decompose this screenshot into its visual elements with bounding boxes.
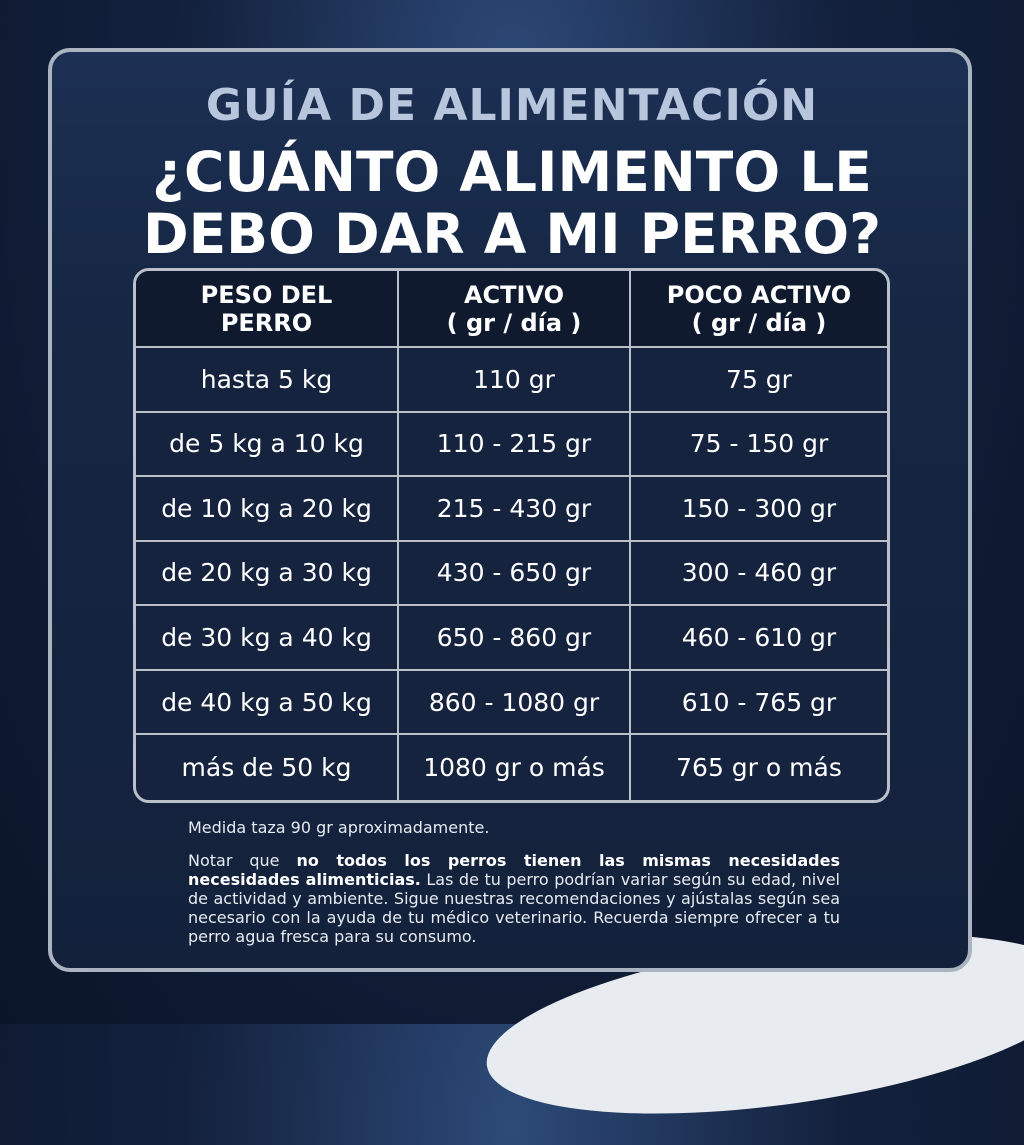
table-cell: de 20 kg a 30 kg — [136, 541, 399, 607]
table-cell: 215 - 430 gr — [399, 477, 631, 542]
header-text: ACTIVO — [463, 280, 565, 309]
header-text: PERRO — [220, 308, 313, 337]
table-row: de 20 kg a 30 kg 430 - 650 gr 300 - 460 gr — [136, 541, 887, 607]
table-cell: 860 - 1080 gr — [399, 670, 631, 736]
table-cell: 650 - 860 gr — [399, 606, 631, 671]
subtitle: ¿CUÁNTO ALIMENTO LE — [152, 140, 872, 204]
table-cell: de 30 kg a 40 kg — [136, 606, 399, 671]
header-text: PESO DEL — [200, 280, 333, 309]
table-cell: 765 gr o más — [676, 753, 842, 783]
table-cell: 110 gr — [399, 348, 631, 413]
table-cell: 1080 gr o más — [399, 735, 631, 800]
table-cell: más de 50 kg — [136, 735, 399, 800]
table-cell: de 10 kg a 20 kg — [136, 477, 399, 542]
measure-note: Medida taza 90 gr aproximadamente. — [188, 818, 490, 837]
table-row: de 30 kg a 40 kg 650 - 860 gr 460 - 610 gr — [136, 606, 887, 671]
feeding-table: PESO DEL PERRO ACTIVO( gr / día ) POCO ACTI… — [133, 268, 890, 803]
table-cell: 150 - 300 gr — [631, 477, 887, 542]
subtitle: DEBO DAR A MI PERRO? — [142, 202, 882, 266]
table-cell: 110 - 215 gr — [399, 412, 631, 478]
header-text: ( gr / día ) — [446, 308, 582, 337]
notes: Medida taza 90 gr aproximadamente. Notar… — [188, 818, 840, 946]
table-row: hasta 5 kg 110 gr 75 gr — [136, 348, 887, 413]
table-cell: 300 - 460 gr — [631, 542, 887, 607]
table-row: de 5 kg a 10 kg 110 - 215 gr 75 - 150 gr — [136, 412, 887, 478]
table-cell: de 40 kg a 50 kg — [136, 670, 399, 736]
header-text: POCO ACTIVO — [666, 280, 852, 309]
table-row: de 10 kg a 20 kg 215 - 430 gr 150 - 300 gr — [136, 477, 887, 542]
header-row: PESO DEL PERRO ACTIVO( gr / día ) POCO ACTI… — [136, 271, 887, 348]
note-text: Las de tu perro podrían variar según su … — [188, 870, 840, 946]
table-row: más de 50 kg 1080 gr o más 765 gr o más — [136, 735, 887, 800]
table-cell: 610 - 765 gr — [631, 671, 887, 736]
header-cell: POCO ACTIVO( gr / día ) — [631, 271, 887, 348]
header-cell: PESO DEL PERRO — [136, 271, 399, 348]
table-cell: 430 - 650 gr — [399, 541, 631, 607]
table-cell: 75 gr — [631, 348, 887, 413]
table-cell: de 5 kg a 10 kg — [136, 412, 399, 478]
note-text: Notar que — [188, 851, 297, 870]
header-text: ( gr / día ) — [691, 308, 827, 337]
table-cell: hasta 5 kg — [136, 348, 399, 413]
title: GUÍA DE ALIMENTACIÓN — [205, 80, 819, 131]
note-paragraph: Notar que no todos los perros tienen las… — [188, 851, 840, 946]
header-cell: ACTIVO( gr / día ) — [399, 271, 631, 348]
note-bold: no todos los perros tienen las mismas ne… — [188, 851, 841, 889]
table-cell: 460 - 610 gr — [631, 606, 887, 671]
table-row: de 40 kg a 50 kg 860 - 1080 gr 610 - 765 g… — [136, 670, 887, 736]
table-cell: 75 - 150 gr — [631, 413, 887, 478]
